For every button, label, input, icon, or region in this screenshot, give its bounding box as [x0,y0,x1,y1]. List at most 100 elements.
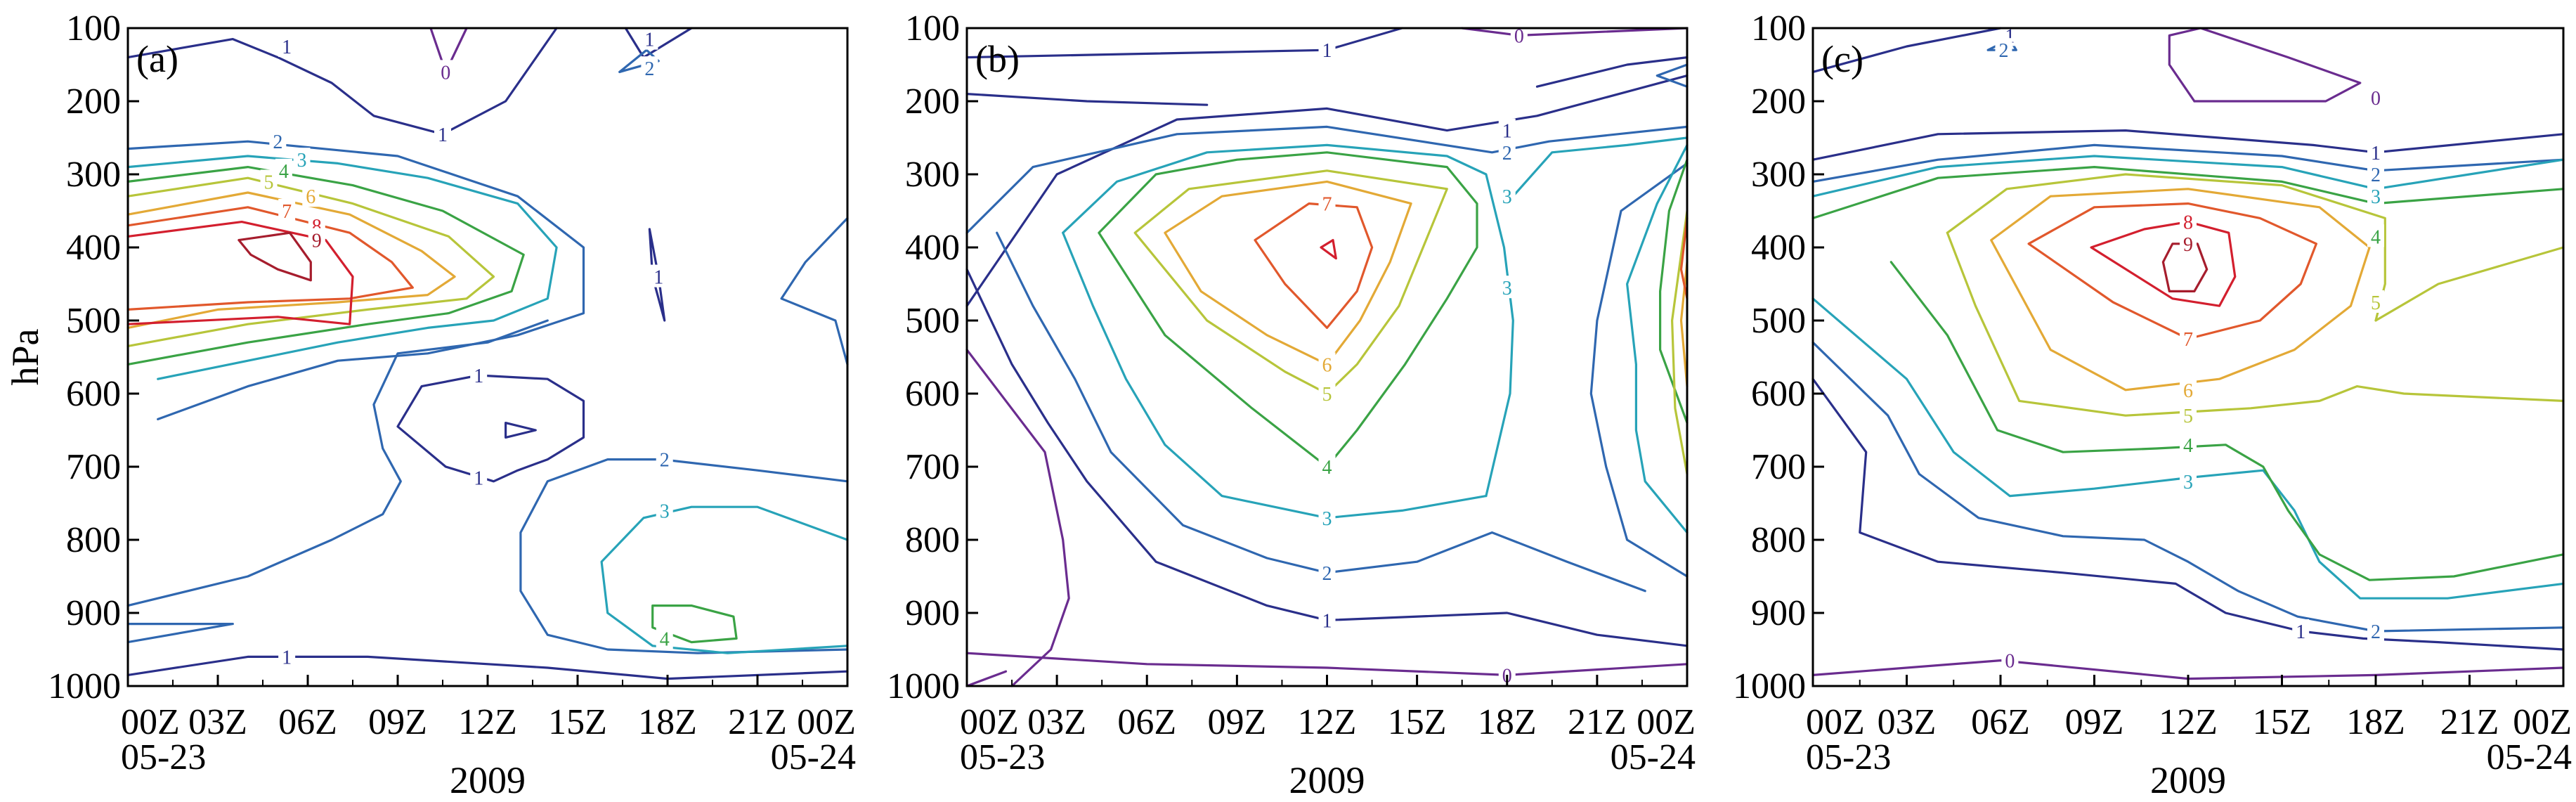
x-tick-label: 15Z [548,702,607,742]
contour-panel-3: 0011122233445567891002003004005006007008… [1733,8,2572,801]
contour-label: 5 [2183,406,2193,427]
contour-label: 9 [312,231,322,252]
contour-label: 1 [644,30,654,51]
y-tick-label: 400 [66,228,121,268]
contour-label-background [278,645,296,668]
y-tick-label: 600 [905,374,960,414]
contour-line-level-1 [126,27,558,136]
contour-label: 3 [1502,186,1512,208]
x-tick-label: 00Z [797,702,856,742]
contour-label: 2 [660,450,670,472]
y-tick-label: 100 [66,8,121,48]
x-tick-label: 21Z [1568,702,1627,742]
y-tick-label: 900 [66,593,121,633]
contour-label: 5 [264,172,274,193]
contour-label: 5 [1322,384,1332,406]
contour-line-level-4 [1098,151,1478,468]
y-tick-label: 700 [66,447,121,487]
y-tick-label: 700 [905,447,960,487]
contour-label-background [656,498,673,522]
contour-label-background [2367,184,2384,207]
contour-line-level-2 [780,216,849,366]
x-tick-label: 00Z [960,702,1019,742]
y-tick-label: 300 [1751,155,1806,195]
contour-line-level-6 [1990,188,2371,392]
plot-frame [1811,27,2565,687]
contour-label-background [1318,382,1336,404]
panel-label: (b) [975,38,1020,80]
contour-line-level-2 [1589,162,1689,578]
x-tick-label: 00Z [121,702,180,742]
y-tick-label: 600 [66,374,121,414]
contour-line-level-1 [505,422,537,439]
x-tick-label: 12Z [458,702,517,742]
y-tick-label: 1000 [887,666,960,706]
contour-line-level-7 [1254,202,1374,329]
x-tick-label: 03Z [1027,702,1086,742]
contour-line-level-4 [651,604,738,644]
contour-label-background [1318,352,1336,375]
contour-label: 1 [2296,621,2305,643]
contour-line-level-0 [965,670,1008,687]
x-tick-label: 21Z [2440,702,2499,742]
contour-line-level-1 [1811,129,2565,161]
y-tick-label: 300 [905,155,960,195]
contour-label-background [260,169,278,193]
x-tick-label: 21Z [728,702,787,742]
contour-line-level-5 [126,176,495,347]
y-tick-label: 200 [66,82,121,122]
x-date-end-label: 05-24 [771,737,856,777]
contour-label-background [269,129,287,153]
contour-label-background [275,158,292,181]
contour-label: 2 [273,131,282,153]
contour-label-background [470,465,488,489]
contour-label-background [656,626,673,649]
contour-label: 0 [2371,88,2381,110]
contour-line-level-3 [1811,155,2565,198]
contour-label-background [1318,505,1336,529]
contour-line-level-4 [1811,166,2565,219]
contour-line-level-1 [1535,56,1689,88]
contour-label: 4 [1322,457,1332,479]
contour-line-level-2 [1655,63,1689,88]
contour-line-level-2 [519,458,849,654]
contour-label-background [1318,560,1336,583]
contour-label: 2 [2371,621,2381,643]
y-tick-label: 600 [1751,374,1806,414]
contour-label: 7 [282,201,292,223]
contour-label: 1 [438,124,448,146]
x-axis-title: 2009 [2150,759,2226,801]
y-tick-label: 1000 [48,666,121,706]
contour-label-background [2367,162,2384,185]
x-axis-title: 2009 [1289,759,1365,801]
y-tick-label: 800 [1751,520,1806,560]
contour-label-background [278,199,296,221]
y-tick-label: 500 [905,301,960,341]
contour-label-background [656,447,673,470]
contour-line-level-9 [2161,242,2209,292]
contour-line-level-2 [126,623,234,644]
y-tick-label: 200 [1751,82,1806,122]
contour-line-level-4 [1659,158,1689,425]
contour-label-background [2001,648,2019,671]
x-date-start-label: 05-23 [121,737,206,777]
x-tick-label: 06Z [278,702,337,742]
contour-label-background [2180,469,2197,492]
contour-label-background [1498,140,1516,163]
contour-label: 1 [282,647,292,668]
contour-label-background [2180,209,2197,233]
x-tick-label: 09Z [368,702,427,742]
contour-line-level-9 [238,231,312,282]
contour-label: 0 [1514,25,1524,47]
contour-label: 0 [441,62,450,84]
contour-label-background [1498,184,1516,207]
x-date-start-label: 05-23 [1806,737,1891,777]
contour-label: 1 [2371,143,2381,164]
contour-line-level-5 [1671,209,1689,475]
x-tick-label: 12Z [2159,702,2218,742]
panel-label: (c) [1821,38,1863,80]
contour-label: 1 [653,267,663,289]
contour-line-level-0 [965,652,1689,676]
contour-line-level-3 [1062,143,1514,498]
x-axis-title: 2009 [450,759,526,801]
